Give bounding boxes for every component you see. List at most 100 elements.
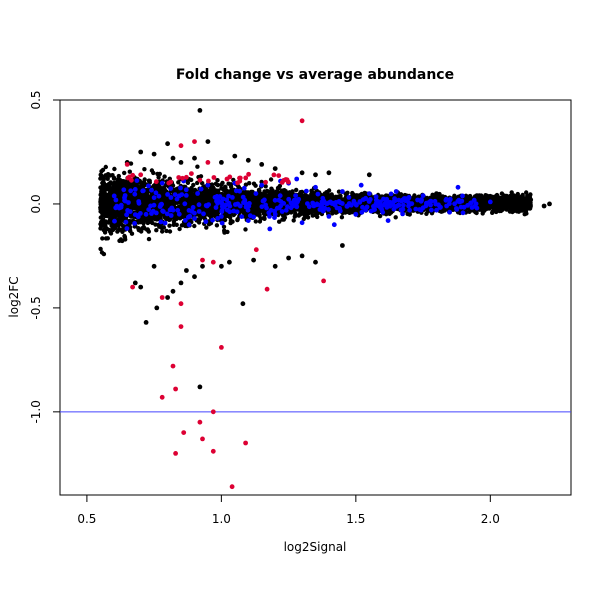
scatter-point — [263, 184, 268, 189]
scatter-point — [228, 220, 233, 226]
scatter-point — [146, 229, 151, 234]
scatter-point — [171, 219, 177, 224]
scatter-point — [327, 194, 332, 200]
scatter-point — [486, 206, 491, 211]
scatter-point — [173, 214, 178, 219]
scatter-point — [164, 228, 169, 234]
scatter-point — [253, 219, 258, 224]
scatter-point — [124, 204, 129, 209]
scatter-point — [333, 210, 339, 215]
scatter-point — [438, 199, 444, 204]
scatter-point — [105, 176, 110, 181]
scatter-point — [520, 192, 525, 198]
scatter-point — [291, 218, 296, 223]
scatter-point — [127, 169, 132, 174]
scatter-point — [266, 197, 272, 202]
x-tick-label: 1.5 — [346, 512, 365, 526]
scatter-point — [488, 196, 494, 201]
scatter-point — [231, 212, 236, 218]
scatter-point — [268, 177, 274, 182]
scatter-point — [207, 198, 212, 203]
scatter-point — [282, 215, 288, 220]
scatter-point — [479, 207, 484, 212]
scatter-point — [102, 189, 107, 194]
scatter-point — [499, 191, 505, 196]
scatter-point — [101, 218, 106, 224]
scatter-point — [167, 229, 173, 234]
scatter-point — [282, 195, 288, 201]
scatter-point — [259, 179, 264, 185]
scatter-point — [205, 188, 210, 193]
scatter-point — [490, 209, 495, 214]
scatter-point — [120, 238, 125, 244]
chart-title: Fold change vs average abundance — [176, 67, 454, 83]
scatter-point — [298, 212, 303, 217]
scatter-point — [112, 166, 117, 172]
scatter-point — [130, 183, 135, 188]
scatter-point — [156, 175, 161, 180]
scatter-point — [339, 215, 345, 220]
x-tick-label: 0.5 — [77, 512, 96, 526]
scatter-point — [251, 181, 257, 186]
scatter-point — [160, 229, 165, 234]
scatter-point — [133, 206, 138, 211]
scatter-point — [396, 192, 401, 198]
scatter-point — [336, 189, 342, 194]
scatter-point — [223, 185, 228, 190]
scatter-point — [167, 217, 172, 223]
scatter-point — [167, 223, 172, 228]
scatter-point — [100, 180, 105, 186]
scatter-point — [151, 170, 156, 176]
scatter-point — [100, 236, 105, 241]
scatter-point — [324, 190, 329, 195]
scatter-point — [279, 188, 285, 193]
scatter-point — [262, 216, 267, 221]
x-tick-label: 2.0 — [481, 512, 500, 526]
scatter-point — [111, 175, 117, 181]
scatter-point — [290, 189, 295, 194]
scatter-point — [345, 190, 350, 195]
scatter-point — [179, 223, 185, 228]
y-tick-label: 0.5 — [29, 90, 43, 109]
scatter-point — [283, 189, 288, 194]
scatter-point — [106, 183, 112, 188]
scatter-point — [147, 178, 152, 183]
scatter-point — [105, 186, 110, 192]
scatter-point — [115, 229, 120, 234]
plot-frame — [59, 99, 572, 496]
scatter-point — [511, 193, 516, 198]
scatter-point — [108, 173, 113, 178]
scatter-point — [221, 224, 227, 229]
scatter-point — [194, 206, 200, 211]
scatter-point — [149, 216, 154, 222]
scatter-point — [144, 202, 150, 207]
scatter-point — [110, 181, 115, 186]
scatter-point — [103, 164, 109, 170]
scatter-point — [143, 217, 149, 222]
scatter-point — [483, 195, 488, 200]
scatter-point — [192, 223, 197, 229]
scatter-point — [377, 213, 383, 219]
scatter-point — [243, 182, 249, 187]
scatter-point — [223, 189, 228, 194]
scatter-point — [177, 226, 182, 232]
scatter-point — [128, 161, 134, 166]
scatter-point — [129, 231, 135, 236]
scatter-point — [198, 174, 204, 179]
scatter-point — [215, 188, 221, 193]
scatter-point — [122, 170, 127, 176]
scatter-point — [269, 186, 274, 191]
scatter-point — [110, 227, 116, 233]
scatter-point — [162, 187, 167, 192]
scatter-point — [98, 246, 103, 252]
scatter-point — [249, 207, 254, 212]
scatter-point — [215, 182, 220, 188]
scatter-point — [307, 196, 312, 201]
scatter-point — [100, 167, 106, 173]
scatter-point — [501, 199, 507, 204]
scatter-point — [293, 211, 298, 216]
scatter-point — [226, 181, 231, 186]
scatter-point — [189, 190, 194, 195]
